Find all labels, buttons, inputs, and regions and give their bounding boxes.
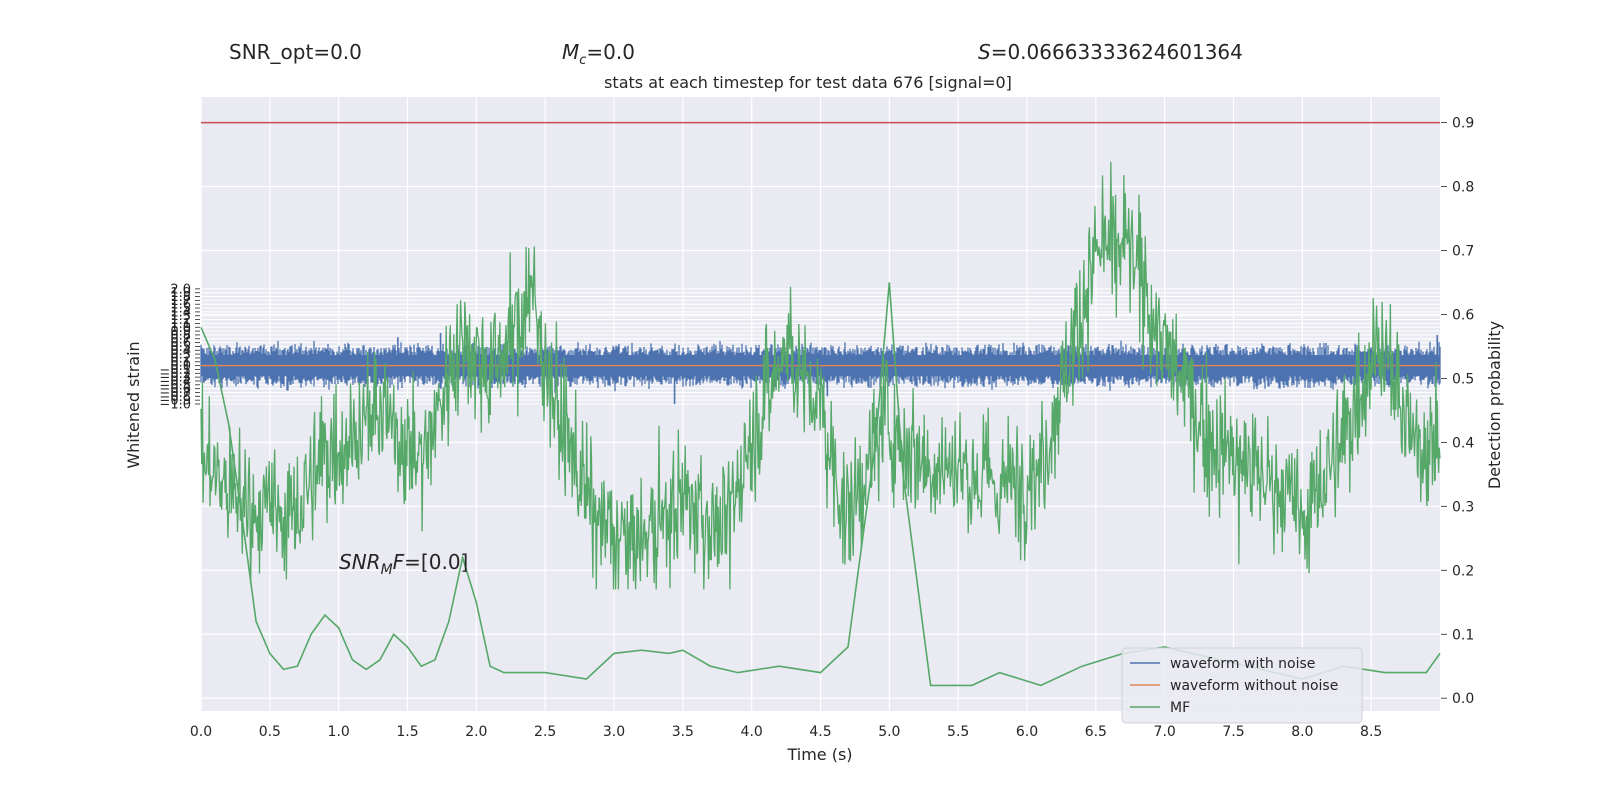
x-tick-label: 5.5: [947, 724, 969, 740]
right-y-tick-label: 0.1: [1452, 627, 1474, 643]
x-axis-ticks: 0.0 0.5 1.0 1.5 2.0 2.5 3.0 3.5 4.0 4.5 5.0 5.5 6.0 6…: [190, 724, 1382, 740]
x-tick-label: 4.5: [809, 724, 831, 740]
x-tick-label: 2.5: [534, 724, 556, 740]
header-chirp-mass-symbol: M: [562, 40, 580, 64]
snr-mf-value: =[0.0]: [404, 550, 468, 574]
x-tick-label: 6.0: [1016, 724, 1038, 740]
left-y-tick-label: 0.5: [170, 340, 191, 355]
header-s-symbol: S: [978, 40, 991, 64]
x-tick-label: 3.5: [672, 724, 694, 740]
x-tick-label: 1.0: [328, 724, 350, 740]
snr-mf-symbol: SNR: [339, 550, 381, 574]
right-y-tick-label: 0.3: [1452, 499, 1474, 515]
right-y-axis-label: Detection probability: [1485, 321, 1504, 489]
left-y-tick-label: 1.6: [170, 298, 191, 313]
left-y-tick-label: 0.2: [170, 351, 191, 366]
right-y-tick-label: 0.8: [1452, 180, 1474, 196]
legend-box: [1121, 647, 1363, 724]
snr-mf-annotation: SNRMF=[0.0]: [339, 550, 468, 578]
x-tick-label: 1.5: [396, 724, 418, 740]
right-y-tick-label: 0.9: [1452, 116, 1474, 132]
left-y-tick-label: −0.8: [159, 390, 191, 405]
left-y-tick-label: 0.6: [170, 336, 191, 351]
x-tick-label: 0.5: [259, 724, 281, 740]
legend-item-noise: waveform with noise: [1170, 656, 1315, 672]
right-y-tick-label: 0.7: [1452, 244, 1474, 260]
left-y-axis-label: Whitened strain: [124, 341, 143, 468]
left-y-tick-label: 1.3: [170, 309, 191, 324]
left-y-tick-label: 1.0: [170, 321, 191, 336]
x-tick-label: 7.5: [1222, 724, 1244, 740]
left-y-tick-label: −0.7: [159, 386, 191, 401]
left-y-tick-label: −0.1: [159, 363, 191, 378]
series-detection-probability: [200, 161, 1441, 590]
x-tick-label: 0.0: [190, 724, 212, 740]
right-y-tick-label: 0.6: [1452, 307, 1474, 323]
x-tick-label: 2.0: [465, 724, 487, 740]
left-y-tick-label: 1.2: [170, 313, 191, 328]
left-y-tick-label: 0.3: [170, 348, 191, 363]
right-y-tick-label: 0.5: [1452, 371, 1474, 387]
header-chirp-mass-value: =0.0: [586, 40, 635, 64]
chart-title: stats at each timestep for test data 676…: [604, 73, 1012, 92]
right-y-axis-ticks: 0.9 0.8 0.7 0.6 0.5 0.4 0.3 0.2 0.1 0.0: [1441, 116, 1474, 707]
left-y-tick-label: 1.5: [170, 302, 191, 317]
left-y-tick-label: 0.0: [170, 359, 191, 374]
header-s-statistic: S=0.06663333624601364: [978, 40, 1243, 64]
left-y-tick-label: 0.4: [170, 344, 191, 359]
left-y-axis-ticks: 2.01.91.81.71.61.51.41.31.21.11.00.90.80…: [159, 282, 200, 413]
header-s-value: =0.06663333624601364: [990, 40, 1243, 64]
legend: waveform with noise waveform without noi…: [1121, 647, 1363, 724]
x-tick-label: 3.0: [603, 724, 625, 740]
header-chirp-mass: Mc=0.0: [562, 40, 635, 68]
left-y-tick-label: −0.3: [159, 371, 191, 386]
x-axis-label: Time (s): [786, 745, 852, 764]
left-y-tick-label: 1.7: [170, 294, 191, 309]
right-y-tick-label: 0.2: [1452, 563, 1474, 579]
left-y-tick-label: −0.5: [159, 378, 191, 393]
left-y-tick-label: 1.4: [170, 305, 191, 320]
x-tick-label: 6.5: [1085, 724, 1107, 740]
x-tick-label: 8.5: [1360, 724, 1382, 740]
left-y-tick-label: −0.2: [159, 367, 191, 382]
left-y-tick-label: 1.1: [170, 317, 191, 332]
series-mf: [200, 282, 1441, 687]
header-chirp-mass-sub: c: [579, 53, 587, 68]
left-y-tick-label: 0.8: [170, 328, 191, 343]
right-y-tick-label: 0.4: [1452, 435, 1474, 451]
left-y-tick-label: 0.1: [170, 355, 191, 370]
legend-item-mf: MF: [1170, 700, 1190, 716]
right-y-tick-label: 0.0: [1452, 691, 1474, 707]
legend-item-clean: waveform without noise: [1170, 678, 1338, 694]
left-y-tick-label: 1.8: [170, 290, 191, 305]
x-tick-label: 5.0: [878, 724, 900, 740]
left-y-tick-label: −0.6: [159, 382, 191, 397]
left-y-tick-label: −0.9: [159, 394, 191, 409]
header-snr-opt: SNR_opt=0.0: [229, 40, 362, 64]
left-y-tick-label: 0.7: [170, 332, 191, 347]
x-tick-label: 8.0: [1291, 724, 1313, 740]
snr-mf-tail: F: [393, 550, 405, 574]
left-y-tick-label: 2.0: [170, 282, 191, 297]
snr-mf-sub: M: [381, 562, 393, 578]
left-y-tick-label: −0.4: [159, 374, 191, 389]
left-y-tick-label: −1.0: [159, 398, 191, 413]
left-y-tick-label: 1.9: [170, 286, 191, 301]
x-tick-label: 4.0: [741, 724, 763, 740]
left-y-tick-label: 0.9: [170, 325, 191, 340]
x-tick-label: 7.0: [1154, 724, 1176, 740]
